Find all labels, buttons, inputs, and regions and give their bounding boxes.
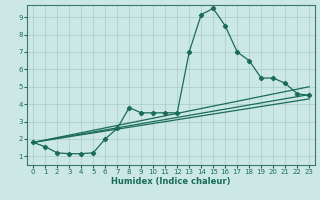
X-axis label: Humidex (Indice chaleur): Humidex (Indice chaleur)	[111, 177, 231, 186]
